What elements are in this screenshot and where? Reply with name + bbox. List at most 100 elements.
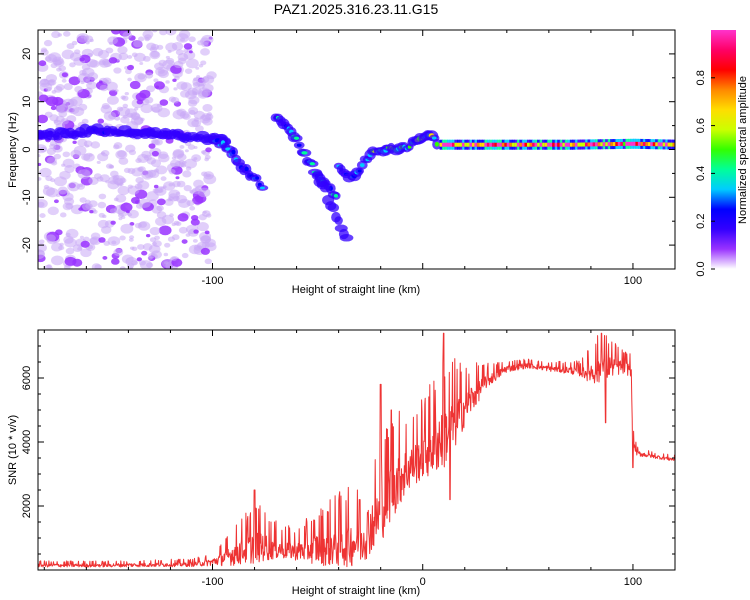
feature-core [491, 142, 496, 147]
feature-core [577, 142, 581, 147]
y-tick-label: 6000 [21, 366, 33, 390]
noise-blob [163, 181, 176, 191]
feature-core [627, 141, 632, 146]
feature-core [451, 142, 456, 147]
noise-blob [146, 42, 157, 51]
noise-blob [187, 99, 198, 107]
noise-blob [124, 91, 129, 96]
noise-blob [175, 49, 184, 56]
noise-blob [70, 96, 83, 107]
noise-blob [74, 86, 83, 93]
y-tick-label: -10 [21, 189, 33, 205]
noise-blob [168, 169, 176, 175]
noise-blob [173, 60, 184, 69]
feature-core [479, 142, 483, 147]
noise-blob [80, 240, 90, 248]
noise-blob [123, 167, 131, 173]
noise-blob [77, 169, 91, 180]
noise-blob [197, 87, 211, 98]
noise-blob [64, 237, 77, 248]
noise-blob [167, 50, 172, 54]
feature-core [569, 142, 574, 147]
noise-blob [46, 264, 52, 269]
noise-blob [196, 75, 201, 79]
noise-blob [118, 157, 129, 165]
noise-blob [51, 90, 57, 94]
noise-blob [165, 30, 177, 36]
noise-blob [106, 95, 119, 105]
noise-blob [45, 234, 56, 243]
noise-blob [65, 232, 71, 237]
noise-blob [193, 229, 199, 234]
noise-blob [107, 36, 118, 45]
noise-blob [158, 59, 167, 67]
feature-core [459, 142, 463, 147]
noise-blob [97, 201, 107, 209]
noise-blob [120, 116, 130, 124]
spectrogram-x-label: Height of straight line (km) [292, 284, 420, 296]
feature-core [630, 141, 634, 146]
feature-hotspot [357, 169, 362, 173]
noise-blob [139, 61, 144, 66]
noise-blob [63, 30, 71, 37]
feature-hotspot [259, 186, 266, 190]
noise-blob [134, 107, 139, 111]
noise-blob [184, 158, 198, 169]
feature-core [519, 142, 523, 147]
noise-blob [171, 156, 177, 160]
spectrogram-features [38, 113, 675, 242]
noise-blob [90, 232, 101, 240]
noise-blob [102, 256, 108, 260]
spectrogram-x-axis: -100 100 [43, 30, 676, 287]
noise-blob [38, 144, 47, 154]
noise-blob [69, 62, 76, 68]
feature-blob [327, 203, 340, 213]
noise-blob [99, 174, 110, 183]
noise-blob [110, 220, 116, 225]
noise-blob [138, 198, 151, 209]
noise-blob [58, 245, 65, 251]
noise-blob [185, 166, 192, 171]
noise-blob [61, 72, 69, 78]
feature-core [632, 141, 637, 146]
noise-blob [43, 184, 50, 190]
feature-core [652, 142, 656, 147]
noise-blob [192, 238, 198, 243]
colorbar-label: Normalized spectral amplitude [737, 76, 749, 224]
noise-blob [144, 72, 154, 79]
noise-blob [175, 221, 182, 227]
noise-blob [63, 83, 73, 91]
noise-blob [150, 50, 160, 58]
feature-core [585, 142, 589, 147]
noise-blob [38, 114, 48, 124]
feature-hotspot [333, 194, 339, 198]
feature-hotspot [301, 151, 308, 155]
noise-blob [172, 78, 177, 83]
spectrogram-y-label: Frequency (Hz) [7, 112, 19, 188]
noise-blob [177, 213, 189, 222]
feature-core [542, 142, 546, 147]
noise-blob [53, 199, 59, 204]
noise-blob [202, 117, 213, 126]
noise-blob [205, 173, 211, 178]
noise-blob [81, 202, 92, 211]
noise-blob [59, 212, 67, 218]
noise-blob [202, 103, 213, 112]
noise-blob [157, 69, 169, 79]
noise-blob [163, 252, 169, 257]
snr-y-axis: 2000 4000 6000 [21, 329, 675, 555]
noise-blob [109, 165, 114, 169]
feature-core [574, 142, 579, 147]
feature-hotspot [293, 136, 300, 140]
noise-blob [38, 60, 47, 67]
noise-blob [120, 202, 133, 212]
feature-core [557, 142, 561, 147]
noise-blob [117, 185, 130, 196]
noise-blob [136, 99, 143, 105]
noise-blob [134, 222, 142, 229]
noise-blob [148, 143, 156, 149]
feature-core [587, 142, 591, 147]
noise-blob [205, 147, 212, 153]
feature-core [539, 142, 543, 147]
feature-core [506, 142, 511, 147]
